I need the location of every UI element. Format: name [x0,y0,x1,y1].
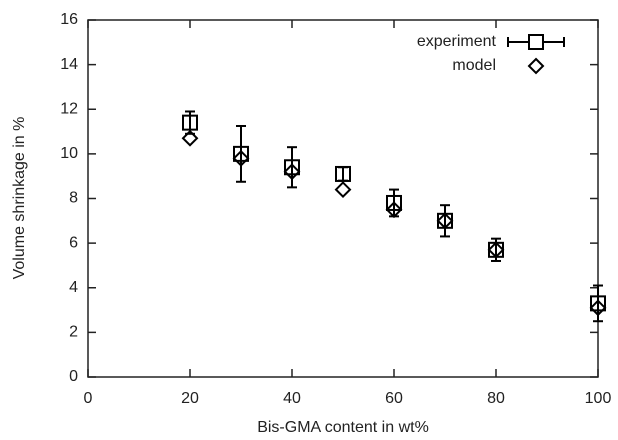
x-tick-label: 40 [283,390,301,407]
x-tick-label: 80 [487,390,505,407]
y-tick-label: 0 [69,368,78,385]
square-marker [284,159,300,176]
error-bar [338,166,348,182]
square-marker [590,295,606,312]
diamond-marker [283,163,301,181]
legend-square-bg [529,35,543,49]
error-bar [236,124,246,183]
y-tick-label: 10 [60,145,78,162]
square-marker [233,145,249,162]
x-tick-label: 20 [181,390,199,407]
square-marker [386,194,402,211]
x-tick-label: 60 [385,390,403,407]
diamond-marker [232,149,250,167]
square-marker [182,114,198,131]
error-bar [287,146,297,189]
error-bar [440,204,450,238]
diamond-marker [436,212,454,230]
diamond-marker [181,129,199,147]
y-axis-label: Volume shrinkage in % [11,117,28,280]
square-marker [335,165,351,182]
y-tick-label: 2 [69,324,78,341]
diamond-marker [334,181,352,198]
legend-label: model [452,57,496,74]
plot-frame [87,19,599,378]
y-tick-label: 14 [60,56,78,73]
legend-marker [528,34,544,50]
y-tick-label: 4 [69,279,78,296]
y-tick-label: 16 [60,11,78,28]
y-tick-label: 6 [69,234,78,251]
diamond-marker [589,299,607,317]
x-axis-label: Bis-GMA content in wt% [257,419,429,436]
diamond-marker [487,241,505,259]
legend-marker [527,57,545,75]
diamond-marker [385,201,403,219]
y-tick-label: 8 [69,190,78,207]
y-tick-label: 12 [60,100,78,117]
legend-label: experiment [417,33,497,50]
x-tick-label: 0 [84,390,93,407]
x-tick-label: 100 [585,390,612,407]
